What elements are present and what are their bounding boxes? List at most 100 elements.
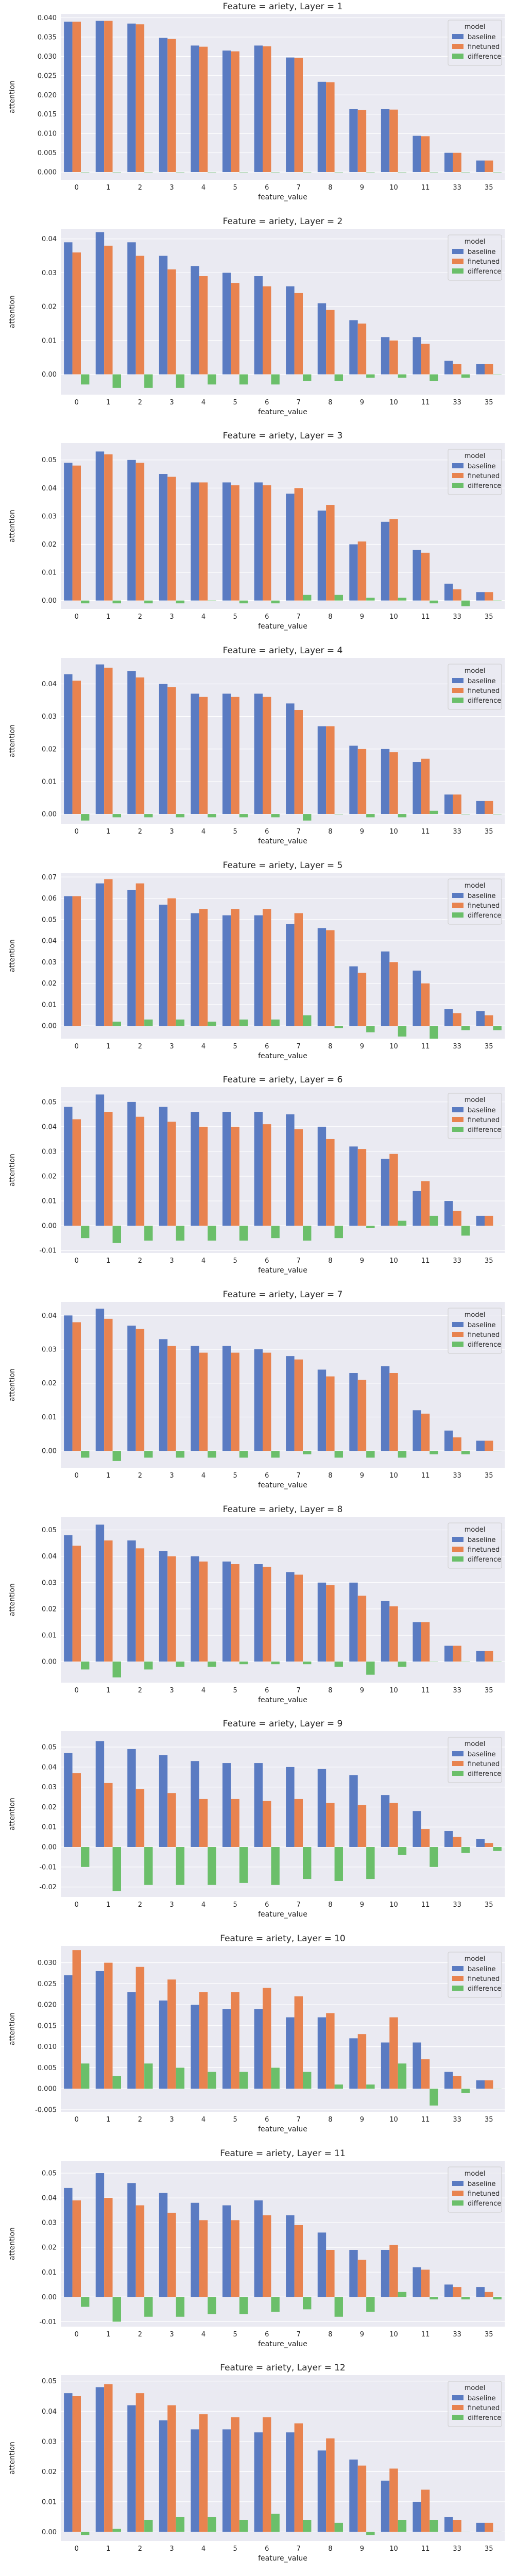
x-tick-label: 5 — [233, 184, 237, 192]
bar-baseline — [476, 2080, 485, 2089]
bar-finetuned — [231, 282, 239, 375]
bar-baseline — [254, 1349, 263, 1451]
bar-baseline — [413, 550, 421, 601]
x-tick-label: 35 — [485, 1472, 493, 1480]
bar-finetuned — [199, 2219, 208, 2297]
bar-finetuned — [104, 454, 113, 601]
bar-finetuned — [167, 2405, 176, 2532]
bar-difference — [176, 374, 185, 388]
legend-swatch-baseline — [452, 892, 464, 898]
x-tick-label: 4 — [201, 1043, 205, 1050]
y-tick-label: 0.04 — [42, 1312, 57, 1320]
bar-difference — [81, 1226, 90, 1239]
legend-swatch-difference — [452, 268, 464, 274]
bar-difference — [271, 374, 280, 384]
x-tick-label: 7 — [297, 1472, 301, 1480]
bar-finetuned — [135, 256, 145, 375]
bar-finetuned — [389, 519, 398, 601]
x-tick-label: 5 — [233, 2331, 237, 2338]
bar-difference — [303, 1847, 312, 1879]
legend-label-difference: difference — [468, 2414, 501, 2422]
bar-baseline — [64, 242, 73, 375]
bar-baseline — [95, 232, 105, 375]
x-tick-label: 8 — [328, 1687, 332, 1694]
x-tick-label: 2 — [138, 1043, 142, 1050]
bar-finetuned — [231, 1799, 239, 1848]
bar-difference — [366, 374, 375, 378]
bar-difference — [398, 598, 407, 601]
legend-label-baseline: baseline — [468, 248, 495, 256]
y-tick-label: 0.010 — [38, 2043, 57, 2051]
bar-difference — [208, 814, 216, 818]
y-tick-label: 0.03 — [42, 1784, 57, 1791]
bar-difference — [176, 2296, 185, 2317]
bar-baseline — [349, 1775, 358, 1848]
legend: model baseline finetuned difference — [448, 2166, 502, 2213]
y-tick-label: 0.020 — [38, 92, 57, 99]
legend: model baseline finetuned difference — [448, 2381, 502, 2427]
x-tick-label: 35 — [485, 1901, 493, 1909]
bar-difference — [239, 1847, 248, 1884]
bar-baseline — [127, 242, 136, 375]
x-tick-label: 35 — [485, 1043, 493, 1050]
y-tick-label: 0.05 — [42, 1099, 57, 1107]
y-axis-label: attention — [8, 1583, 16, 1616]
bar-difference — [144, 172, 153, 173]
bar-baseline — [476, 1651, 485, 1662]
bar-finetuned — [231, 2219, 239, 2297]
bar-baseline — [476, 160, 485, 173]
legend-swatch-finetuned — [452, 902, 464, 908]
bar-difference — [144, 1451, 153, 1458]
bar-baseline — [95, 1524, 105, 1662]
y-tick-label: 0.000 — [38, 2086, 57, 2093]
bar-finetuned — [357, 1805, 367, 1848]
bar-finetuned — [389, 2468, 398, 2532]
x-tick-label: 1 — [106, 1472, 110, 1480]
bar-difference — [112, 1021, 121, 1026]
x-tick-label: 9 — [360, 1043, 364, 1050]
x-tick-label: 0 — [75, 2545, 79, 2553]
y-tick-label: 0.03 — [42, 959, 57, 967]
y-tick-label: 0.015 — [38, 2022, 57, 2030]
bar-difference — [112, 1661, 121, 1677]
x-tick-label: 10 — [389, 2545, 398, 2553]
x-tick-label: 1 — [106, 2545, 110, 2553]
bar-difference — [144, 1226, 153, 1241]
bar-finetuned — [294, 58, 303, 173]
x-tick-label: 33 — [453, 1257, 461, 1265]
x-tick-label: 0 — [75, 828, 79, 836]
legend-label-baseline: baseline — [468, 1107, 495, 1114]
x-tick-label: 4 — [201, 2331, 205, 2338]
bar-difference — [493, 172, 502, 173]
x-tick-label: 33 — [453, 2331, 461, 2338]
bar-baseline — [191, 2429, 199, 2532]
y-tick-label: 0.01 — [42, 1001, 57, 1009]
x-tick-label: 35 — [485, 2545, 493, 2553]
x-tick-label: 7 — [297, 1257, 301, 1265]
chart-title: Feature = ariety, Layer = 8 — [223, 1504, 343, 1515]
y-tick-label: 0.00 — [42, 597, 57, 605]
bar-finetuned — [389, 1373, 398, 1451]
bar-finetuned — [199, 1992, 208, 2089]
bar-difference — [398, 1451, 407, 1458]
x-tick-label: 11 — [421, 2116, 430, 2124]
bar-baseline — [349, 320, 358, 375]
bar-difference — [303, 1015, 312, 1026]
legend-label-baseline: baseline — [468, 33, 495, 41]
bar-difference — [144, 600, 153, 604]
bar-difference — [144, 2520, 153, 2532]
bar-baseline — [64, 1107, 73, 1226]
bar-finetuned — [389, 1154, 398, 1226]
bar-difference — [239, 2296, 248, 2314]
x-tick-label: 2 — [138, 613, 142, 621]
bar-finetuned — [263, 1566, 271, 1662]
x-tick-label: 11 — [421, 2545, 430, 2553]
x-tick-label: 2 — [138, 828, 142, 836]
legend-swatch-baseline — [452, 2180, 464, 2186]
x-tick-label: 0 — [75, 1257, 79, 1265]
bar-baseline — [127, 889, 136, 1026]
bar-difference — [430, 1847, 438, 1868]
x-tick-label: 11 — [421, 2331, 430, 2338]
bar-baseline — [254, 482, 263, 601]
bar-finetuned — [231, 485, 239, 601]
